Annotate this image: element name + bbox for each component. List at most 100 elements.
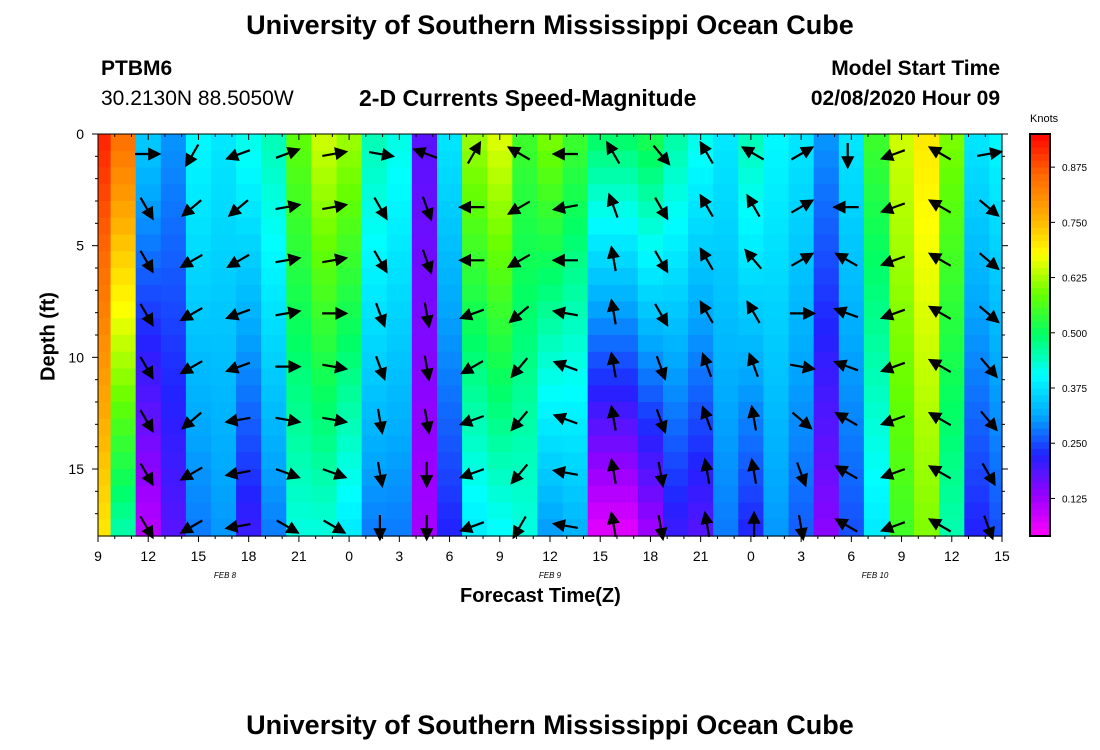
heat-cell [336, 284, 363, 303]
current-vector [927, 518, 952, 533]
heat-cell [110, 167, 137, 185]
heat-cell [989, 184, 1003, 202]
heat-cell [185, 469, 212, 487]
heat-cell [587, 385, 614, 403]
heat-cell [98, 234, 112, 252]
heat-cell [587, 268, 614, 286]
heat-cell [738, 519, 764, 537]
current-vector [421, 249, 434, 275]
heat-cell [336, 351, 363, 370]
heat-cell [964, 351, 990, 370]
heat-cell [763, 502, 790, 520]
heat-cell [562, 184, 589, 202]
heat-cell [663, 402, 689, 420]
heat-cell [813, 502, 840, 520]
heat-cell [813, 335, 840, 353]
heat-cell [160, 335, 187, 353]
colorbar-segment [1030, 375, 1050, 383]
x-tick-label: 12 [944, 548, 960, 564]
heat-cell [512, 485, 538, 504]
heat-cell [211, 368, 237, 386]
heat-cell [462, 452, 488, 470]
heat-cell [98, 201, 112, 219]
heat-cell [838, 201, 865, 219]
heat-cell [914, 469, 940, 487]
colorbar-segment [1030, 140, 1050, 148]
heat-cell [763, 418, 790, 437]
heat-cell [236, 335, 262, 353]
heat-cell [537, 335, 564, 353]
heat-cell [487, 368, 513, 386]
heat-cell [914, 351, 940, 370]
heat-cell [663, 234, 689, 252]
heat-cell [110, 284, 137, 303]
heat-cell [537, 201, 564, 219]
heat-cell [612, 519, 639, 537]
heat-cell [813, 519, 840, 537]
heat-cell [838, 368, 865, 386]
heat-cell [160, 435, 187, 453]
heat-cell [838, 251, 865, 269]
heat-cell [361, 485, 388, 504]
heat-cell [386, 502, 413, 520]
heat-cell [160, 385, 187, 403]
heat-cell [261, 385, 287, 403]
current-vector [654, 250, 669, 274]
heat-cell [914, 184, 940, 202]
current-vector [654, 515, 668, 542]
axes: 9 12 15 18 21 0 3 6 9 12 15 18 21 0 3 6 9 12 15 FEB 8 FEB 9 F… [68, 126, 1010, 580]
heat-cell [185, 502, 212, 520]
heat-cell [487, 284, 513, 303]
heat-cell [537, 234, 564, 252]
heat-cell [160, 402, 187, 420]
heat-cell [361, 335, 388, 353]
current-vector [978, 252, 1000, 271]
heat-cell [788, 318, 815, 336]
current-vectors [135, 140, 1004, 542]
heat-cell [211, 452, 237, 470]
heat-cell [336, 134, 363, 152]
heat-cell [286, 301, 312, 319]
heat-cell [813, 385, 840, 403]
heat-cell [688, 368, 714, 386]
heat-cell [98, 351, 112, 370]
heat-cell [612, 167, 639, 185]
heat-cell [512, 268, 538, 286]
x-tick-label: 3 [797, 548, 805, 564]
heat-cell [889, 268, 915, 286]
heat-cell [889, 502, 915, 520]
heat-cell [160, 217, 187, 236]
heat-cell [738, 452, 764, 470]
heat-cell [813, 217, 840, 236]
heat-cell [763, 435, 790, 453]
heat-cell [562, 469, 589, 487]
heat-cell [110, 452, 137, 470]
heat-cell [261, 184, 287, 202]
heat-cell [738, 469, 764, 487]
heat-cell [688, 418, 714, 437]
current-vector [551, 465, 578, 479]
heat-cell [386, 452, 413, 470]
heat-cell [261, 351, 287, 370]
heat-cell [989, 234, 1003, 252]
heat-cell [688, 452, 714, 470]
heat-cell [738, 184, 764, 202]
x-tick-label: 0 [747, 548, 755, 564]
heat-cell [411, 519, 438, 537]
colorbar-segment [1030, 482, 1050, 490]
heat-cell [236, 435, 262, 453]
heat-cell [587, 301, 614, 319]
current-vector [789, 360, 817, 374]
heat-cell [688, 217, 714, 236]
colorbar-segment [1030, 308, 1050, 316]
heat-cell [713, 134, 739, 152]
heat-cell [612, 469, 639, 487]
heat-cell [738, 402, 764, 420]
heat-cell [713, 217, 739, 236]
heat-cell [537, 301, 564, 319]
heat-cell [838, 134, 865, 152]
heat-cell [286, 184, 312, 202]
heat-cell [361, 301, 388, 319]
heat-cell [98, 402, 112, 420]
current-vector [510, 410, 529, 432]
